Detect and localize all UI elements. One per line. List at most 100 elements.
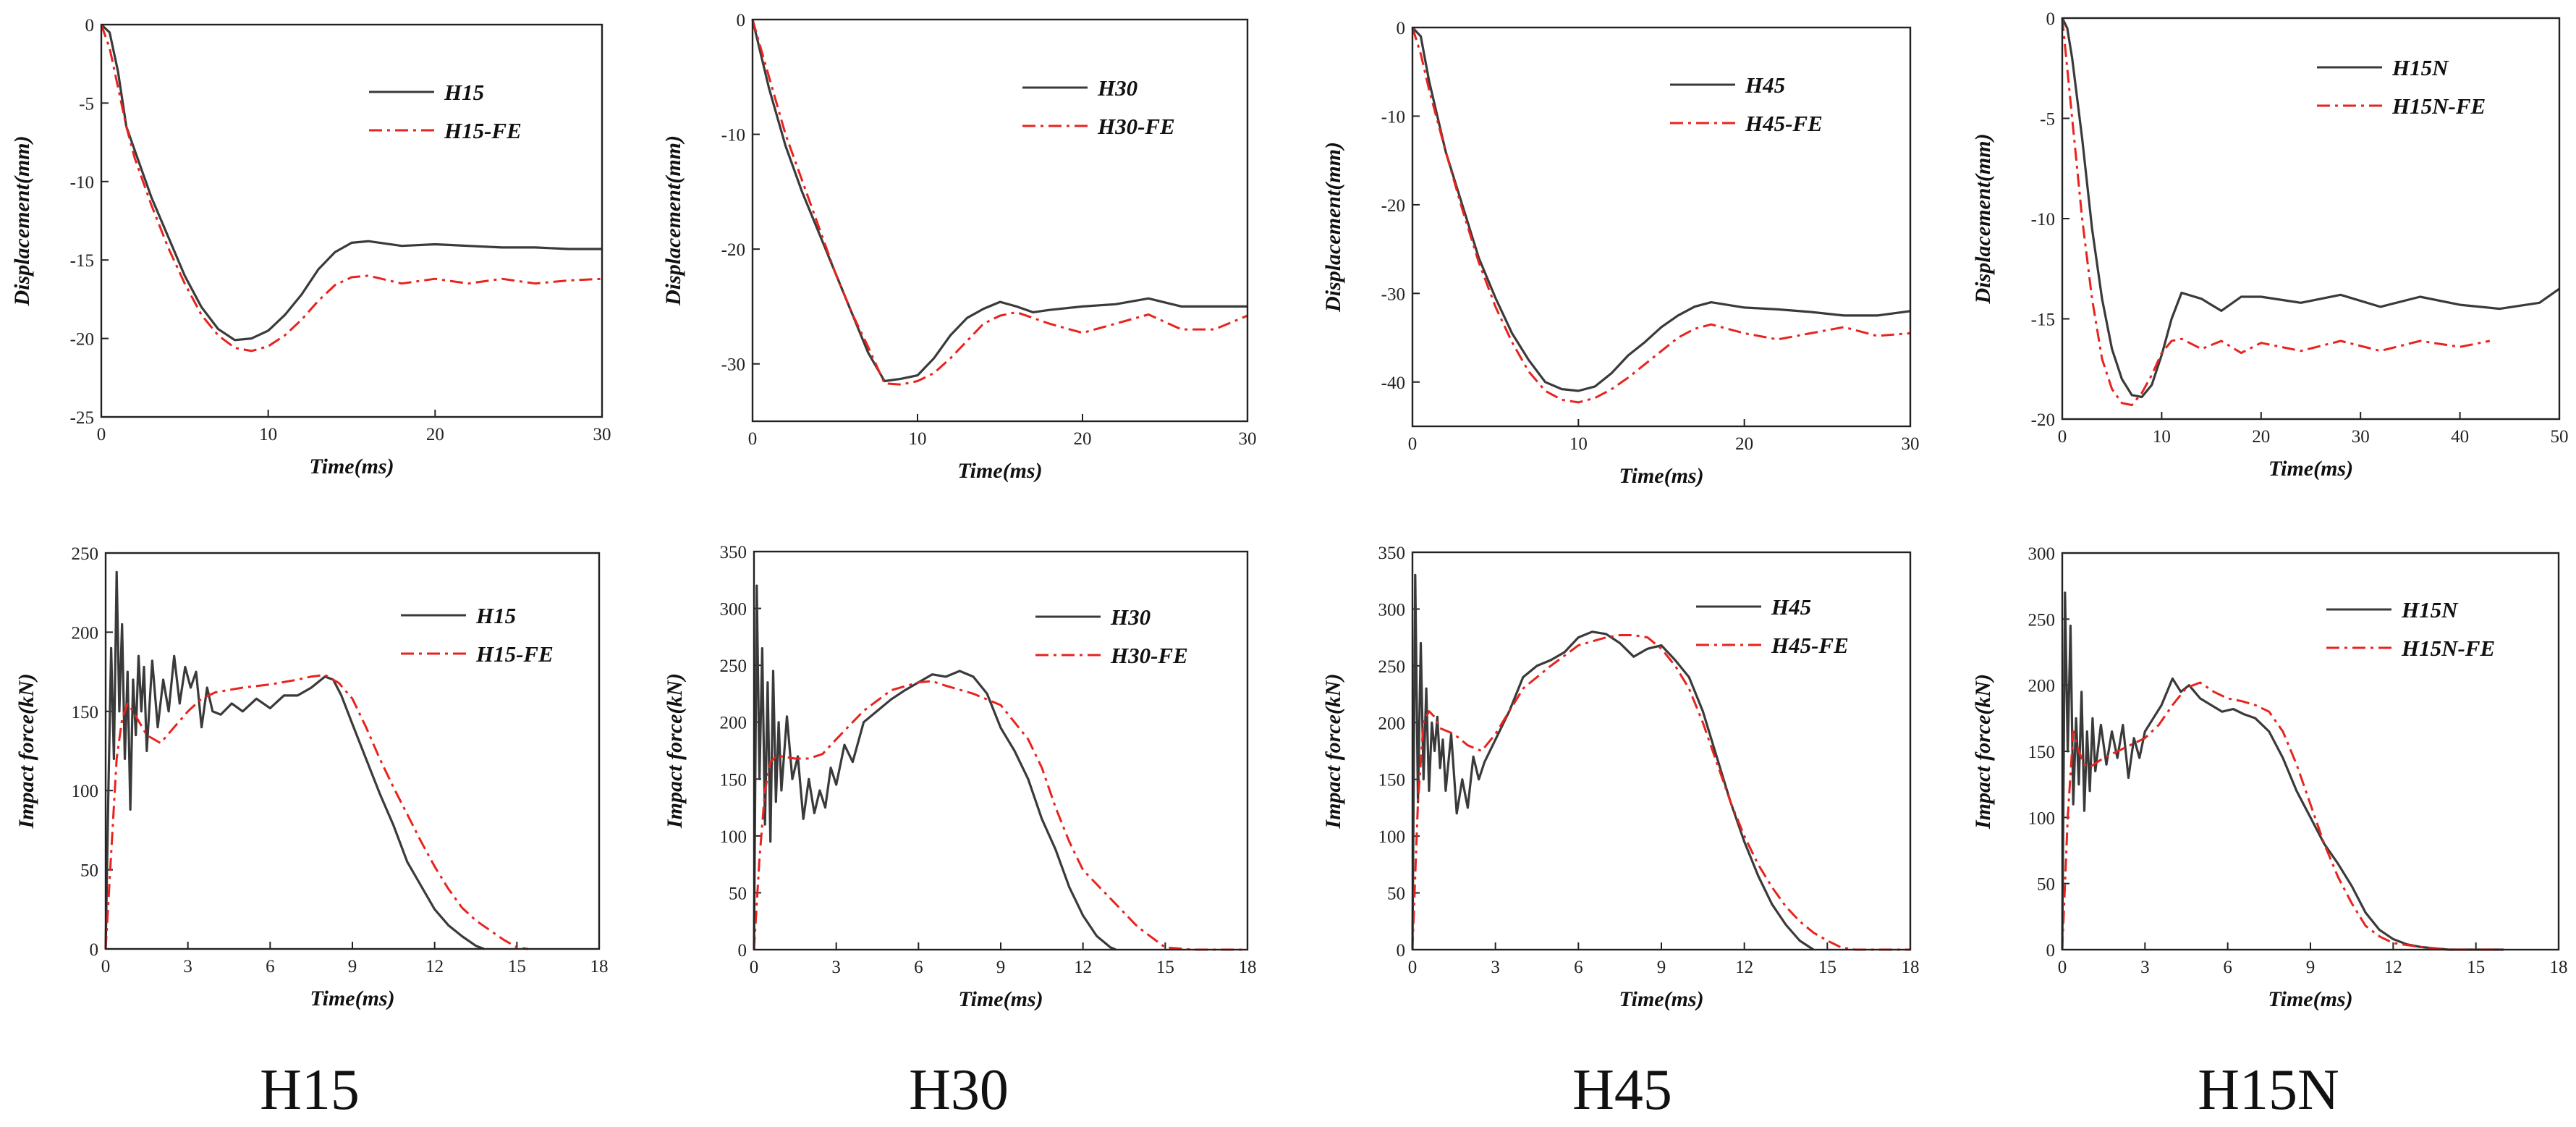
legend: H15 H15-FE	[401, 603, 554, 667]
x-tick-label: 20	[2252, 427, 2270, 447]
x-tick-label: 0	[2058, 958, 2067, 977]
legend-label-h30-fe: H30-FE	[1097, 114, 1175, 139]
plot-frame	[1411, 551, 1912, 951]
legend-label-h15n: H15N	[2391, 55, 2449, 80]
legend-label-h15: H15	[444, 80, 484, 105]
series-line-h30	[753, 584, 1117, 951]
y-tick-label: -40	[1381, 373, 1405, 393]
chart-h30-force: 0 3 6 9 12 15 18 0 50 100 150 200 250 300 350 Time(ms) I…	[663, 543, 1257, 1011]
chart-h15-displacement: 0 10 20 30 0 -5 -10 -15 -20 -25 Time(ms) Displaceme…	[10, 16, 611, 478]
y-axis-title: Impact force(kN)	[14, 673, 38, 829]
y-tick-label: -20	[70, 330, 94, 350]
y-tick-label: -10	[2031, 210, 2055, 229]
y-tick-label: 250	[2028, 610, 2056, 630]
series-line-h15-fe	[100, 24, 603, 353]
y-tick-label: -30	[1381, 284, 1405, 304]
caption-h45: H45	[1572, 1058, 1672, 1122]
legend-label-h15n: H15N	[2401, 597, 2459, 622]
y-tick-label: 50	[80, 861, 98, 881]
chart-h45-force: 0 3 6 9 12 15 18 0 50 100 150 200 250 300 350 Time(ms) I…	[1321, 544, 1920, 1011]
y-tick-label: -20	[721, 240, 745, 260]
legend-label-h30: H30	[1097, 75, 1137, 101]
y-tick-label: 300	[720, 600, 747, 620]
x-tick-label: 30	[2352, 427, 2370, 447]
series-line-h15	[104, 570, 485, 950]
x-tick-label: 15	[1818, 958, 1836, 977]
x-axis-title: Time(ms)	[1619, 464, 1703, 488]
x-tick-label: 12	[425, 957, 444, 976]
y-axis-title: Displacement(mm)	[1321, 142, 1345, 313]
y-tick-label: 200	[720, 714, 747, 733]
legend: H15N H15N-FE	[2317, 55, 2486, 119]
x-tick-label: 10	[259, 425, 277, 444]
legend-label-h45-fe: H45-FE	[1745, 111, 1823, 136]
caption-h15n: H15N	[2198, 1058, 2339, 1122]
x-tick-label: 18	[1239, 958, 1257, 977]
y-tick-label: 150	[2028, 743, 2056, 762]
legend: H30 H30-FE	[1035, 604, 1188, 668]
x-tick-label: 20	[426, 425, 444, 444]
x-tick-label: 12	[1074, 958, 1092, 977]
x-tick-label: 0	[1408, 434, 1418, 454]
x-tick-label: 15	[1156, 958, 1174, 977]
x-tick-label: 9	[348, 957, 357, 976]
plot-frame	[753, 550, 1249, 951]
x-tick-label: 30	[593, 425, 611, 444]
y-tick-label: 100	[1378, 827, 1406, 847]
series-line-h45	[1411, 573, 1815, 951]
x-tick-label: 0	[750, 958, 759, 977]
x-tick-label: 9	[996, 958, 1006, 977]
series-line-h30-fe	[751, 19, 1248, 386]
plot-frame	[100, 23, 603, 418]
y-tick-label: 100	[2028, 809, 2056, 828]
y-tick-label: 0	[1397, 941, 1406, 961]
y-tick-label: -10	[70, 173, 94, 193]
y-tick-label: 150	[1378, 771, 1406, 790]
x-axis-title: Time(ms)	[2268, 457, 2353, 481]
y-tick-label: -20	[2031, 410, 2055, 430]
legend-label-h15n-fe: H15N-FE	[2391, 93, 2486, 119]
y-tick-label: 50	[1387, 885, 1405, 904]
y-tick-label: 200	[72, 623, 99, 643]
y-tick-label: 300	[2028, 544, 2056, 564]
y-tick-label: 0	[2046, 9, 2056, 29]
plot-frame	[2061, 552, 2560, 951]
y-axis-title: Displacement(mm)	[1971, 134, 1995, 305]
y-axis-title: Impact force(kN)	[663, 673, 687, 829]
legend-label-h15-fe: H15-FE	[444, 118, 522, 143]
series-line-h45-fe	[1411, 27, 1911, 404]
legend: H15 H15-FE	[369, 80, 522, 143]
series-line-h15n-fe	[2061, 17, 2491, 407]
x-tick-label: 0	[101, 957, 111, 976]
legend-label-h15: H15	[475, 603, 516, 628]
y-tick-label: 0	[90, 940, 99, 960]
legend: H45 H45-FE	[1670, 72, 1823, 136]
y-tick-label: 200	[2028, 677, 2056, 696]
x-tick-label: 15	[508, 957, 526, 976]
x-tick-label: 3	[2140, 958, 2150, 977]
y-tick-label: -20	[1381, 196, 1405, 216]
x-tick-label: 3	[1491, 958, 1500, 977]
x-tick-label: 18	[1902, 958, 1920, 977]
x-tick-label: 6	[914, 958, 923, 977]
chart-h45-displacement: 0 10 20 30 0 -10 -20 -30 -40 Time(ms) Displacement…	[1321, 19, 1920, 488]
legend-label-h30-fe: H30-FE	[1110, 643, 1188, 668]
plot-frame	[751, 18, 1249, 423]
x-tick-label: 0	[748, 429, 758, 449]
y-tick-label: 0	[1397, 19, 1406, 38]
x-tick-label: 50	[2551, 427, 2569, 447]
x-tick-label: 0	[2058, 427, 2067, 447]
x-tick-label: 20	[1735, 434, 1753, 454]
x-tick-label: 10	[909, 429, 927, 449]
y-tick-label: 200	[1378, 714, 1406, 733]
x-tick-label: 3	[183, 957, 192, 976]
legend-label-h15-fe: H15-FE	[475, 641, 554, 667]
caption-h30: H30	[909, 1058, 1009, 1122]
chart-h15n-displacement: 0 10 20 30 40 50 0 -5 -10 -15 -20 Time(ms) Displacem…	[1971, 9, 2569, 481]
series-line-h15n	[2061, 591, 2504, 951]
y-tick-label: 350	[720, 543, 747, 562]
series-line-h45-fe	[1411, 634, 1910, 951]
y-tick-label: -10	[721, 126, 745, 145]
series-line-h30	[751, 19, 1247, 383]
x-axis-title: Time(ms)	[309, 455, 394, 478]
